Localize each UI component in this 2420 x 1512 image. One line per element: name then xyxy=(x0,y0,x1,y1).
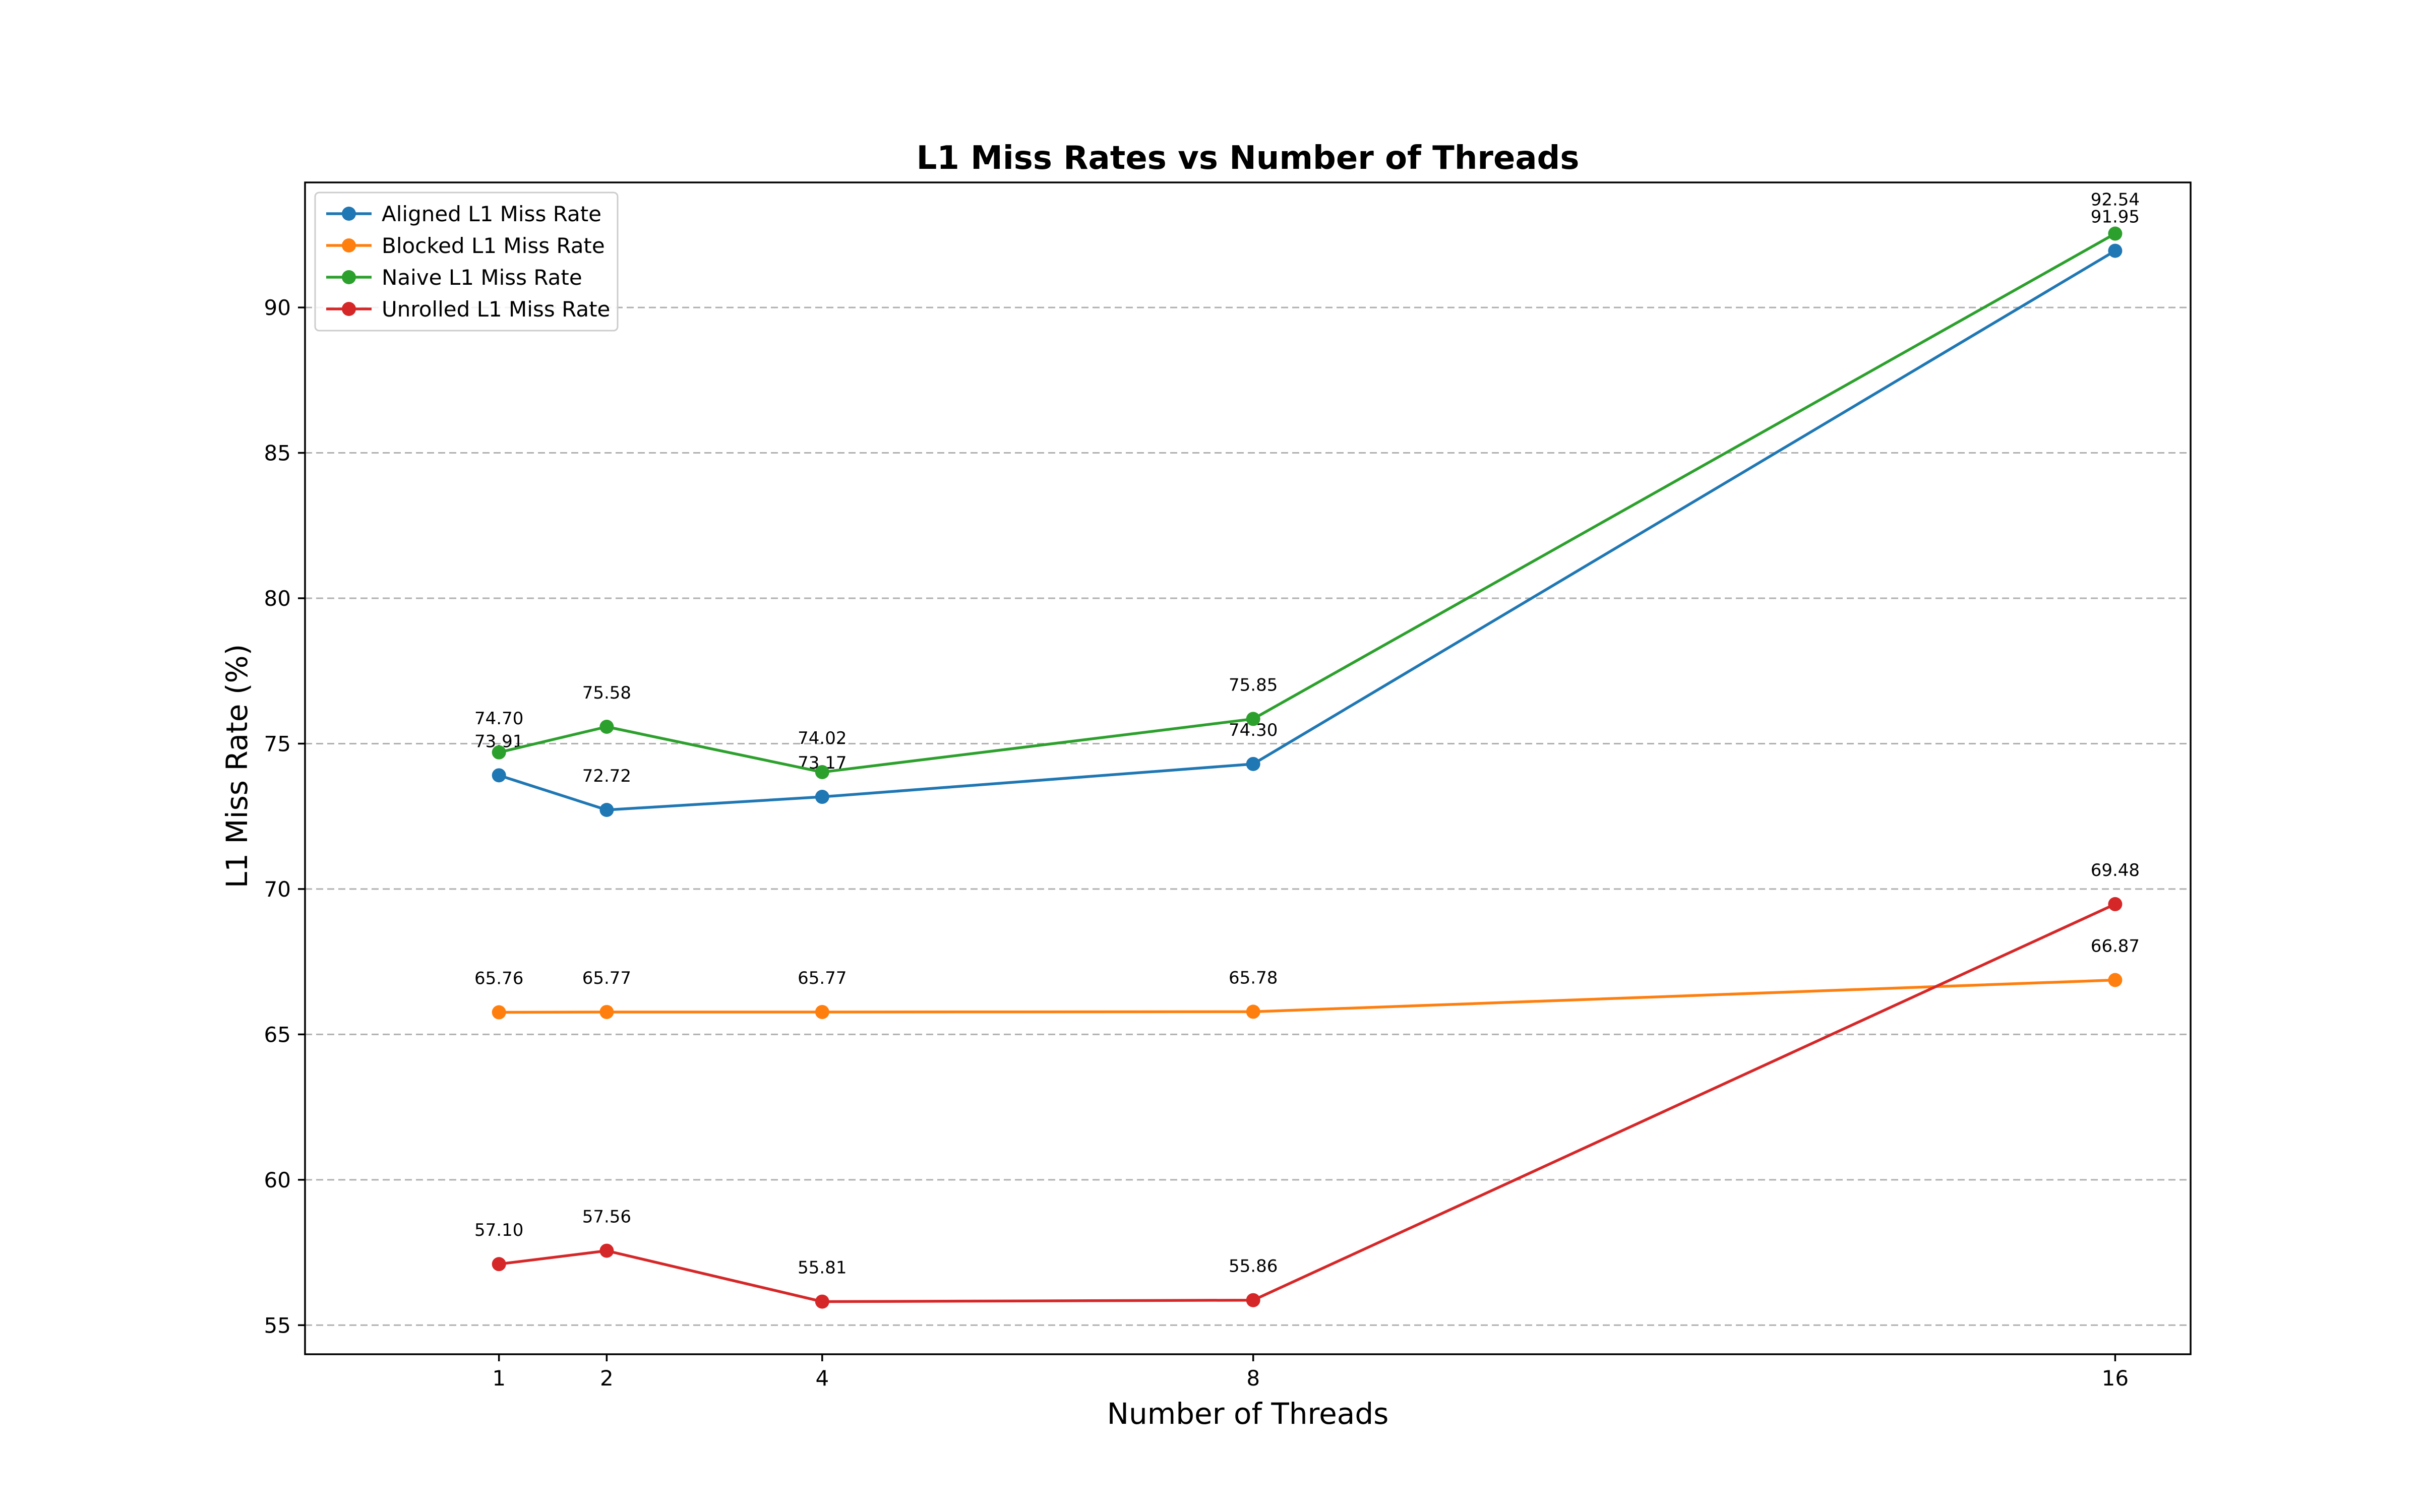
data-point xyxy=(2108,226,2123,241)
data-label: 69.48 xyxy=(2091,860,2140,880)
data-label: 65.76 xyxy=(474,969,523,989)
y-tick-label: 85 xyxy=(264,441,291,466)
data-label: 57.56 xyxy=(582,1207,631,1227)
data-point xyxy=(815,765,829,779)
data-label: 55.86 xyxy=(1229,1256,1278,1277)
y-tick-label: 75 xyxy=(264,731,291,756)
legend-entry: Unrolled L1 Miss Rate xyxy=(382,297,610,322)
data-label: 65.77 xyxy=(582,968,631,988)
data-point xyxy=(815,1004,829,1019)
data-point xyxy=(492,1257,506,1272)
y-tick-label: 60 xyxy=(264,1168,291,1192)
data-label: 75.58 xyxy=(582,683,631,703)
series-3: 57.10 57.56 55.81 55.86 69.48 xyxy=(474,860,2140,1309)
grid xyxy=(305,306,2191,1326)
data-point xyxy=(1246,712,1260,726)
legend-marker xyxy=(342,270,356,284)
data-point xyxy=(2108,243,2123,258)
legend-marker xyxy=(342,238,356,253)
data-point xyxy=(1246,1293,1260,1307)
data-label: 55.81 xyxy=(798,1258,846,1278)
y-tick-label: 90 xyxy=(264,295,291,320)
x-tick-label: 8 xyxy=(1246,1366,1260,1391)
data-point xyxy=(1246,757,1260,771)
data-point xyxy=(815,1294,829,1309)
legend-entry: Aligned L1 Miss Rate xyxy=(382,202,601,226)
x-axis-label: Number of Threads xyxy=(1107,1397,1389,1431)
legend-marker xyxy=(342,207,356,221)
y-tick-label: 70 xyxy=(264,877,291,902)
series-2: 74.70 75.58 74.02 75.85 92.54 xyxy=(474,190,2140,779)
axis-ticks: 55 60 65 70 75 80 85 90 1 2 4 8 16 xyxy=(264,295,2129,1391)
data-label: 75.85 xyxy=(1229,675,1278,695)
data-label: 91.95 xyxy=(2091,207,2140,227)
data-point xyxy=(492,745,506,760)
chart-title: L1 Miss Rates vs Number of Threads xyxy=(917,140,1580,177)
x-tick-label: 16 xyxy=(2102,1366,2129,1391)
plot-frame xyxy=(304,181,2192,1355)
data-label: 72.72 xyxy=(582,766,631,786)
x-tick-label: 2 xyxy=(600,1366,614,1391)
data-label: 66.87 xyxy=(2091,936,2140,957)
data-point xyxy=(492,1005,506,1020)
data-point xyxy=(815,790,829,804)
y-tick-label: 80 xyxy=(264,586,291,611)
data-label: 92.54 xyxy=(2091,190,2140,210)
data-point xyxy=(2108,897,2123,911)
x-tick-label: 1 xyxy=(492,1366,506,1391)
data-label: 74.70 xyxy=(474,709,523,729)
series-1: 65.76 65.77 65.77 65.78 66.87 xyxy=(474,936,2140,1020)
y-tick-label: 55 xyxy=(264,1313,291,1338)
data-point xyxy=(492,768,506,783)
data-point xyxy=(599,1004,614,1019)
legend: Aligned L1 Miss Rate Blocked L1 Miss Rate… xyxy=(314,192,619,332)
x-tick-label: 4 xyxy=(815,1366,829,1391)
data-label: 74.02 xyxy=(798,728,846,748)
data-point xyxy=(1246,1004,1260,1019)
data-point xyxy=(599,803,614,817)
data-label: 65.77 xyxy=(798,968,846,988)
data-point xyxy=(599,1243,614,1258)
y-tick-label: 65 xyxy=(264,1022,291,1047)
data-label: 65.78 xyxy=(1229,968,1278,988)
data-point xyxy=(2108,973,2123,987)
data-point xyxy=(599,720,614,734)
legend-marker xyxy=(342,302,356,316)
legend-entry: Naive L1 Miss Rate xyxy=(382,265,582,290)
y-axis-label: L1 Miss Rate (%) xyxy=(220,644,254,888)
data-label: 57.10 xyxy=(474,1220,523,1240)
legend-entry: Blocked L1 Miss Rate xyxy=(382,233,605,258)
legend-box xyxy=(314,192,619,332)
